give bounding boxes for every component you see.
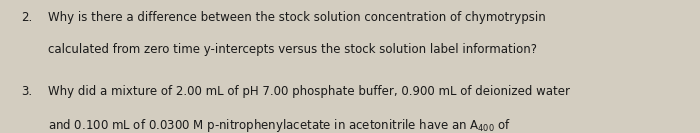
Text: calculated from zero time y-intercepts versus the stock solution label informati: calculated from zero time y-intercepts v… (48, 43, 537, 56)
Text: 3.: 3. (21, 85, 32, 98)
Text: 2.: 2. (21, 11, 32, 24)
Text: Why did a mixture of 2.00 mL of pH 7.00 phosphate buffer, 0.900 mL of deionized : Why did a mixture of 2.00 mL of pH 7.00 … (48, 85, 570, 98)
Text: Why is there a difference between the stock solution concentration of chymotryps: Why is there a difference between the st… (48, 11, 545, 24)
Text: and 0.100 mL of 0.0300 M p-nitrophenylacetate in acetonitrile have an A$_{\mathr: and 0.100 mL of 0.0300 M p-nitrophenylac… (48, 117, 511, 133)
